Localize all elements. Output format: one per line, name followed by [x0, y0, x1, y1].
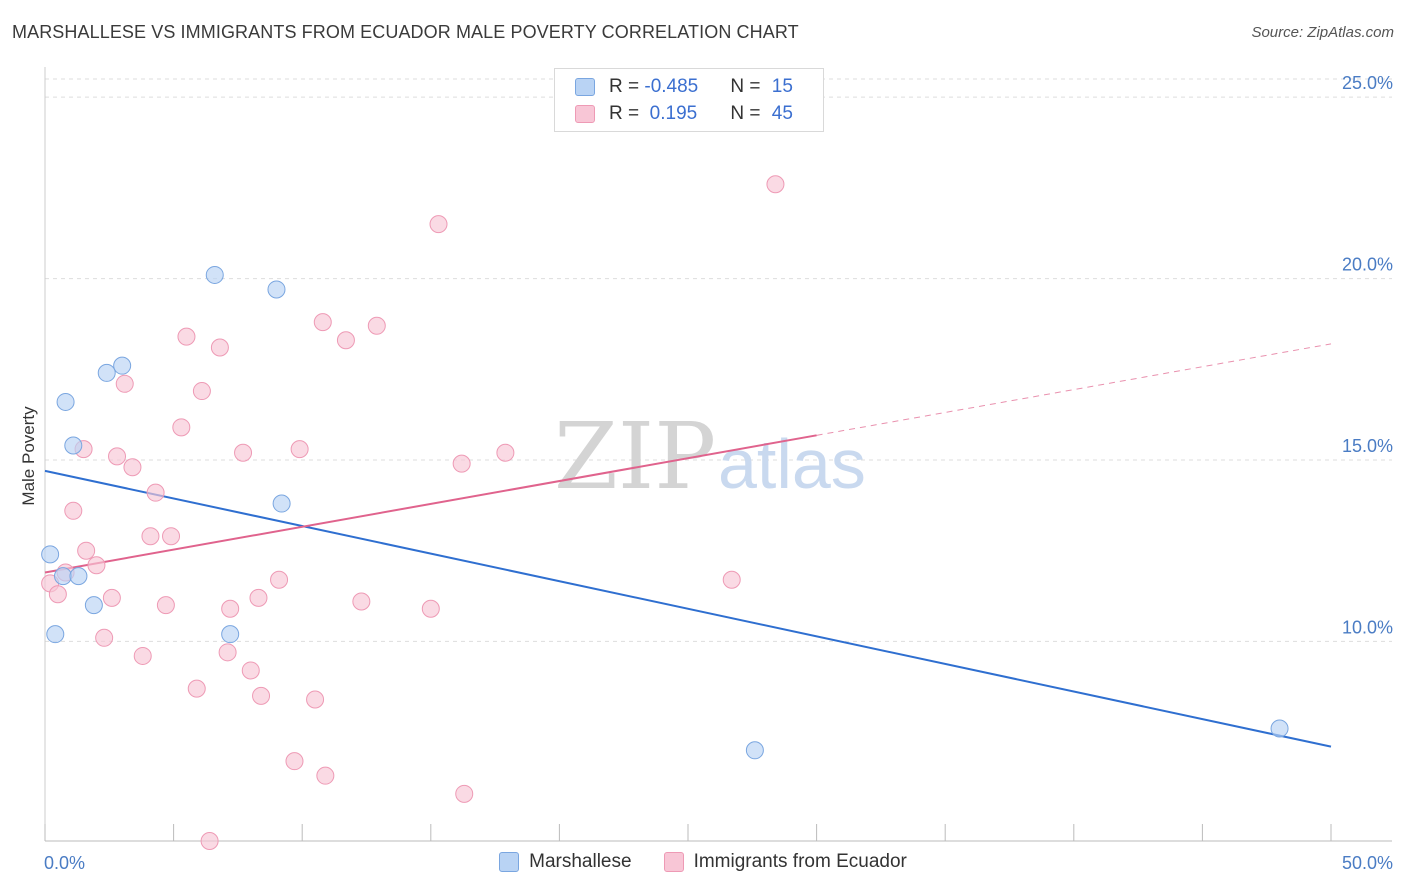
blue-swatch [499, 852, 520, 872]
source-credit: Source: ZipAtlas.com [1251, 24, 1394, 41]
correlation-legend: R = -0.485 N = 15 R = 0.195 N = 45 [554, 68, 824, 132]
legend-label: Immigrants from Ecuador [693, 851, 907, 872]
y-tick-label: 10.0% [1342, 617, 1393, 637]
r-value: -0.485 [644, 76, 699, 97]
n-label: N = [730, 76, 766, 97]
pink-swatch [663, 852, 684, 872]
point-ecuador [285, 752, 304, 771]
chart-title: MARSHALLESE VS IMMIGRANTS FROM ECUADOR M… [12, 22, 799, 42]
point-ecuador [316, 766, 335, 785]
point-marshallese [113, 356, 132, 375]
point-ecuador [162, 527, 181, 546]
legend-row-marshallese: R = -0.485 N = 15 [575, 75, 793, 99]
watermark-zip: ZIP [554, 403, 716, 510]
point-marshallese [46, 625, 65, 644]
point-ecuador [290, 440, 309, 459]
x-tick-label-right: 50.0% [1342, 853, 1393, 873]
point-marshallese [205, 265, 224, 284]
r-value: 0.195 [644, 103, 698, 124]
point-marshallese [56, 392, 75, 411]
trend-line-0 [44, 469, 1332, 748]
point-marshallese [69, 567, 88, 586]
tick-labels: 10.0% 15.0% 20.0% 25.0% 0.0% 50.0% [44, 73, 1393, 873]
point-ecuador [200, 832, 219, 850]
point-marshallese [84, 596, 103, 615]
point-ecuador [210, 338, 229, 357]
point-ecuador [187, 679, 206, 698]
axes [44, 67, 1392, 842]
point-marshallese [1270, 719, 1289, 738]
point-marshallese [64, 436, 83, 455]
trend-line-1 [44, 434, 817, 574]
legend-label: Marshallese [529, 851, 632, 872]
x-tick-label-left: 0.0% [44, 853, 85, 873]
point-ecuador [141, 527, 160, 546]
point-ecuador [352, 592, 371, 611]
series-legend: Marshallese Immigrants from Ecuador [0, 851, 1406, 873]
point-ecuador [722, 570, 741, 589]
legend-row-ecuador: R = 0.195 N = 45 [575, 102, 793, 126]
y-axis-label: Male Poverty [19, 406, 38, 506]
point-ecuador [115, 374, 134, 393]
point-ecuador [146, 483, 165, 502]
gridlines [45, 78, 1392, 642]
point-marshallese [745, 741, 764, 760]
point-ecuador [306, 690, 325, 709]
point-ecuador [123, 458, 142, 477]
point-ecuador [496, 443, 515, 462]
point-ecuador [421, 599, 440, 618]
point-ecuador [234, 443, 253, 462]
watermark-atlas: atlas [718, 425, 866, 503]
point-ecuador [102, 588, 121, 607]
y-tick-label: 20.0% [1342, 255, 1393, 275]
point-ecuador [455, 784, 474, 803]
blue-swatch [575, 78, 595, 96]
point-ecuador [367, 316, 386, 335]
point-ecuador [156, 596, 175, 615]
r-label: R = [609, 103, 645, 124]
point-ecuador [429, 215, 448, 234]
point-ecuador [77, 541, 96, 560]
point-ecuador [313, 313, 332, 332]
point-marshallese [221, 625, 240, 644]
n-value: 15 [771, 76, 793, 97]
point-ecuador [64, 501, 83, 520]
point-ecuador [270, 570, 289, 589]
point-marshallese [272, 494, 291, 513]
trend-lines [44, 343, 1332, 748]
point-ecuador [336, 331, 355, 350]
pink-swatch [575, 105, 595, 123]
point-ecuador [249, 588, 268, 607]
legend-item-ecuador[interactable]: Immigrants from Ecuador [663, 851, 907, 873]
point-ecuador [172, 418, 191, 437]
y-tick-label: 25.0% [1342, 73, 1393, 93]
point-ecuador [108, 447, 127, 466]
point-ecuador [177, 327, 196, 346]
point-marshallese [267, 280, 286, 299]
point-ecuador [133, 646, 152, 665]
r-label: R = [609, 76, 645, 97]
point-ecuador [192, 382, 211, 401]
point-marshallese [41, 545, 60, 564]
point-ecuador [48, 585, 67, 604]
n-label: N = [730, 103, 766, 124]
legend-item-marshallese[interactable]: Marshallese [499, 851, 632, 873]
point-ecuador [241, 661, 260, 680]
point-ecuador [252, 686, 271, 705]
data-points [41, 175, 1289, 850]
point-ecuador [452, 454, 471, 473]
point-ecuador [221, 599, 240, 618]
y-tick-label: 15.0% [1342, 436, 1393, 456]
point-ecuador [766, 175, 785, 194]
point-ecuador [87, 556, 106, 575]
trend-line-extension-1 [816, 343, 1332, 436]
point-ecuador [95, 628, 114, 647]
n-value: 45 [771, 103, 793, 124]
point-marshallese [97, 363, 116, 382]
point-ecuador [218, 643, 237, 662]
point-marshallese [54, 567, 73, 586]
